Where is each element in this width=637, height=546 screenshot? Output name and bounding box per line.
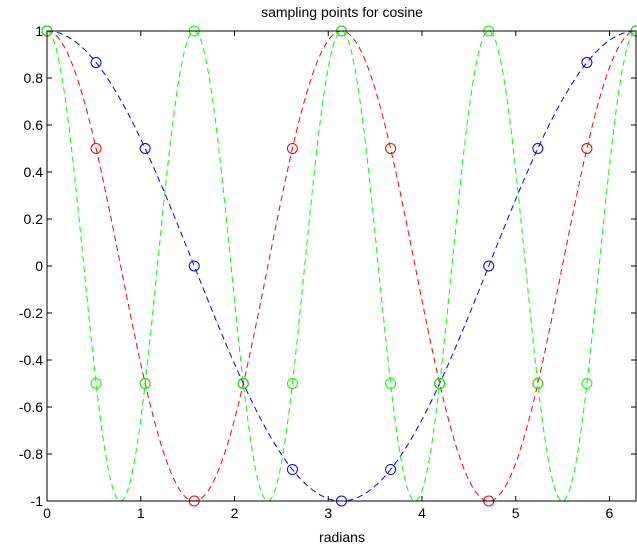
series-1-marker [286, 464, 298, 476]
y-tick-label: 1 [35, 23, 43, 39]
y-tick-label: 0.2 [24, 211, 44, 227]
axes-box [46, 30, 637, 502]
series-3-marker [532, 378, 544, 389]
x-tick-label: 6 [606, 505, 614, 521]
series-1-marker [90, 56, 102, 68]
series-3-marker [434, 378, 446, 389]
series-2-marker [385, 143, 397, 154]
x-tick-label: 1 [137, 505, 145, 521]
x-tick-label: 2 [231, 505, 239, 521]
y-tick-label: 0.6 [24, 117, 44, 133]
y-tick-label: -0.6 [19, 399, 43, 415]
series-1-marker [532, 143, 544, 154]
axes: 0 1 2 3 4 5 6 -1 -0.8 -0.6 -0.4 -0.2 0 0.2 0.4 0.6 0.8 1 [19, 23, 637, 521]
x-tick-label: 3 [324, 505, 332, 521]
x-tick-label: 5 [512, 505, 520, 521]
x-tick-label: 0 [43, 505, 51, 521]
plot-area [41, 25, 637, 507]
series-1-marker [139, 143, 151, 154]
y-tick-label: -0.2 [19, 305, 43, 321]
chart-title: sampling points for cosine [261, 4, 423, 20]
series-1-marker [385, 464, 397, 476]
series-line-2 [47, 31, 636, 501]
series-3-marker [90, 378, 102, 389]
y-tick-label: 0.8 [24, 70, 44, 86]
x-tick-label: 4 [418, 505, 426, 521]
y-tick-label: 0 [35, 258, 43, 274]
series-3-marker [237, 378, 249, 389]
series-3-marker [286, 378, 298, 389]
series-1-marker [483, 260, 495, 272]
series-2-marker [286, 143, 298, 154]
x-axis-label: radians [319, 529, 365, 545]
series-1-marker [188, 260, 200, 272]
series-3-marker [581, 378, 593, 389]
series-3-marker [385, 378, 397, 389]
series-line-3 [47, 31, 636, 501]
y-tick-label: 0.4 [24, 164, 44, 180]
y-tick-label: -0.8 [19, 446, 43, 462]
y-tick-label: -0.4 [19, 352, 43, 368]
series-2-marker [581, 143, 593, 154]
series-3-marker [139, 378, 151, 389]
series-2-marker [90, 143, 102, 154]
y-tick-label: -1 [31, 493, 44, 509]
series-1-marker [581, 56, 593, 68]
series-line-1 [47, 31, 636, 501]
